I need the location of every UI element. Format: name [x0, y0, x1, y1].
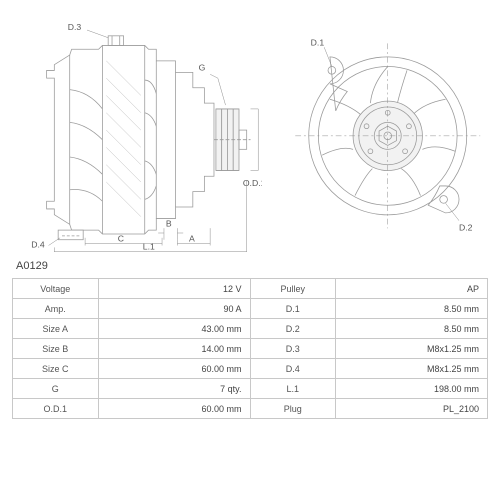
table-row: G7 qty.L.1198.00 mm	[13, 379, 488, 399]
spec-value: 8.50 mm	[336, 299, 488, 319]
table-row: Voltage12 VPulleyAP	[13, 279, 488, 299]
spec-value: 12 V	[98, 279, 250, 299]
spec-label: Voltage	[13, 279, 99, 299]
spec-label: Amp.	[13, 299, 99, 319]
spec-label: Plug	[250, 399, 336, 419]
spec-label: O.D.1	[13, 399, 99, 419]
spec-label: D.3	[250, 339, 336, 359]
label-od1: O.D.1	[243, 178, 262, 188]
front-face-drawing: D.1 D.2	[276, 12, 488, 252]
spec-value: 198.00 mm	[336, 379, 488, 399]
spec-value: 14.00 mm	[98, 339, 250, 359]
table-row: O.D.160.00 mmPlugPL_2100	[13, 399, 488, 419]
label-d2: D.2	[459, 222, 473, 232]
spec-label: L.1	[250, 379, 336, 399]
part-code: A0129	[16, 260, 488, 272]
spec-label: Size B	[13, 339, 99, 359]
spec-value: 60.00 mm	[98, 399, 250, 419]
label-a: A	[189, 234, 195, 244]
table-row: Size B14.00 mmD.3M8x1.25 mm	[13, 339, 488, 359]
side-profile-drawing: G D.3 O.D.1 B D.4 C A L.1	[12, 12, 262, 252]
spec-label: Size C	[13, 359, 99, 379]
spec-table: Voltage12 VPulleyAPAmp.90 AD.18.50 mmSiz…	[12, 278, 488, 419]
spec-value: 8.50 mm	[336, 319, 488, 339]
spec-label: D.4	[250, 359, 336, 379]
label-l1: L.1	[143, 241, 155, 251]
spec-label: D.2	[250, 319, 336, 339]
drawings-area: G D.3 O.D.1 B D.4 C A L.1	[12, 12, 488, 252]
spec-value: 90 A	[98, 299, 250, 319]
spec-value: 43.00 mm	[98, 319, 250, 339]
label-g: G	[199, 62, 206, 72]
label-d3: D.3	[68, 22, 82, 32]
spec-value: PL_2100	[336, 399, 488, 419]
spec-value: M8x1.25 mm	[336, 339, 488, 359]
spec-label: Pulley	[250, 279, 336, 299]
label-d1: D.1	[311, 37, 325, 47]
spec-label: G	[13, 379, 99, 399]
label-c: C	[118, 234, 124, 244]
spec-value: 7 qty.	[98, 379, 250, 399]
spec-label: Size A	[13, 319, 99, 339]
table-row: Size A43.00 mmD.28.50 mm	[13, 319, 488, 339]
spec-label: D.1	[250, 299, 336, 319]
spec-value: AP	[336, 279, 488, 299]
spec-value: 60.00 mm	[98, 359, 250, 379]
label-d4: D.4	[31, 239, 45, 249]
spec-value: M8x1.25 mm	[336, 359, 488, 379]
table-row: Size C60.00 mmD.4M8x1.25 mm	[13, 359, 488, 379]
label-b: B	[166, 218, 172, 228]
table-row: Amp.90 AD.18.50 mm	[13, 299, 488, 319]
